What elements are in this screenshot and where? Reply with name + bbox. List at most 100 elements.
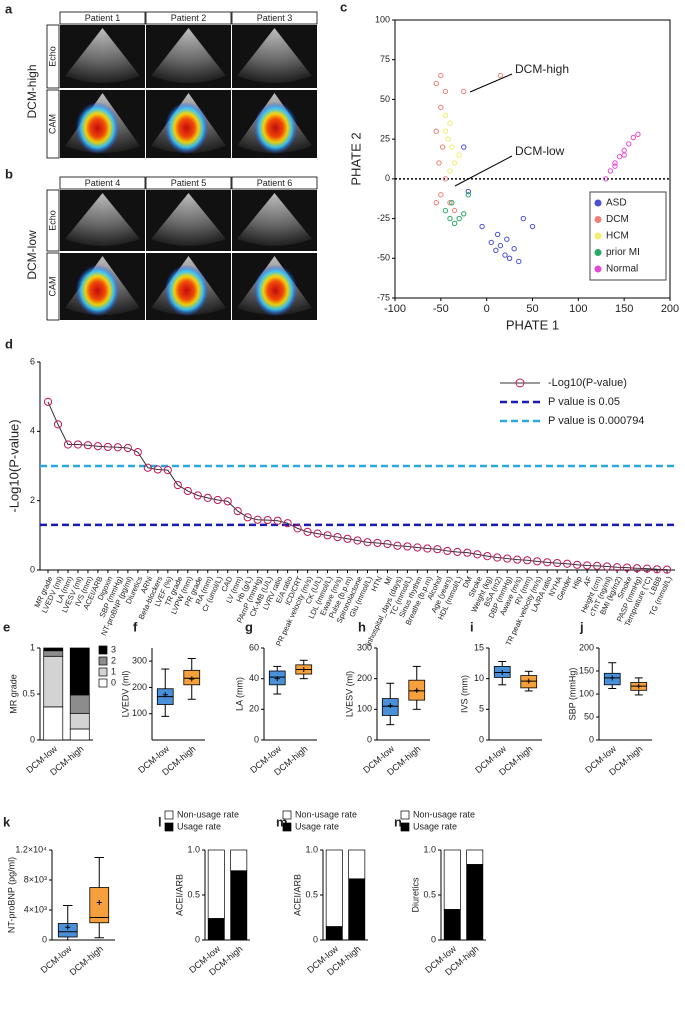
y-axis-label: Diuretics [410,877,420,913]
legend-label: Non-usage rate [177,809,239,819]
bar-segment [230,849,248,872]
scatter-point [520,215,527,222]
y-tick-label: 4 [30,426,35,436]
line-point [513,555,522,564]
echo-fan [151,28,226,83]
row-label-box [46,24,60,89]
scatter-point [621,152,627,158]
scatter-point [479,223,485,230]
bar-segment [348,878,366,941]
scatter-point [502,252,508,258]
bar-segment [207,849,225,919]
y-tick-label: 0.5 [22,688,35,698]
legend-swatch [98,678,108,688]
line-point [363,538,372,547]
mean-marker [301,666,307,672]
line-point [473,550,482,559]
mean-marker [387,703,393,709]
y-tick-label: 300 [357,642,372,652]
legend-swatch [400,810,410,820]
scatter-point [456,152,462,158]
bar-segment [325,849,343,927]
header-cell [231,11,318,25]
patient-label: Patient 2 [171,13,207,23]
line-point [343,534,352,543]
legend-label: P value is 0.000794 [548,415,644,427]
line-point [63,440,73,449]
y-tick-label: 100 [579,688,594,698]
legend-swatch [164,822,174,832]
line-point [602,562,612,571]
line-point [253,515,262,524]
y-axis-label: NT-proBNP (pg/ml) [6,857,16,933]
legend-label: 2 [111,655,116,665]
scatter-point [504,236,510,242]
scatter-point [630,134,637,141]
line-point [103,442,113,452]
mean-marker [526,678,532,684]
scatter-point [494,231,501,238]
line-point [203,493,212,502]
legend-marker [515,378,525,388]
panel-letter: a [5,1,13,16]
panel-letter: g [245,619,253,634]
y-tick-label: 50 [380,94,390,104]
bar-segment [230,870,248,941]
cam-heatmap [164,101,209,155]
header-cell [59,176,146,190]
line-point [133,448,142,457]
line-point [153,465,162,474]
y-tick-label: 0 [195,934,200,944]
legend-swatch [594,265,602,273]
legend-label: Normal [606,264,638,275]
legend-label: Usage rate [177,821,221,831]
bar-segment [43,650,64,657]
line-point [123,443,132,453]
y-axis-label: SBP (mmHg) [567,668,577,721]
scatter-point [451,160,458,166]
y-tick-label: 50 [584,711,594,721]
x-tick-label: 200 [661,303,679,315]
y-tick-label: 0.5 [187,889,200,899]
line-point [652,565,662,574]
y-tick-label: 0 [254,734,259,744]
panel-letter: b [5,166,13,181]
legend-swatch [164,810,174,820]
y-tick-label: 1.0 [423,844,436,854]
legend-label: 1 [111,666,116,676]
scatter-point [461,88,467,95]
x-tick-label: MI [382,575,394,586]
line-point [73,440,83,449]
line-point [293,524,302,533]
legend-swatch [594,232,602,240]
y-tick-label: 1.0 [305,844,318,854]
y-tick-label: 25 [380,134,390,144]
y-tick-label: 8×10³ [24,874,47,884]
annotation: DCM-low [515,144,565,158]
scatter-point [497,72,504,79]
bar-segment [43,706,64,741]
mean-marker [162,692,168,698]
line-point [53,420,63,429]
scatter-point [497,242,504,249]
y-tick-label: -75 [377,292,390,302]
mean-marker [609,675,615,681]
cam-heatmap [253,264,298,317]
scatter-point [447,199,453,206]
panel-letter: h [358,619,366,634]
y-tick-label: 40 [249,673,259,683]
panel-letter: c [340,0,347,14]
mean-marker [274,676,280,682]
line-point [373,538,382,548]
line-point [143,463,152,472]
box [57,923,78,938]
scatter-point [445,136,451,142]
y-tick-label: 0 [30,564,35,574]
header-cell [59,11,146,25]
echo-fan [65,193,140,246]
line-point [383,539,392,549]
cam-heatmap [164,264,209,317]
patient-label: Patient 5 [171,178,207,188]
scatter-point [438,104,444,111]
scatter-point [438,72,444,79]
